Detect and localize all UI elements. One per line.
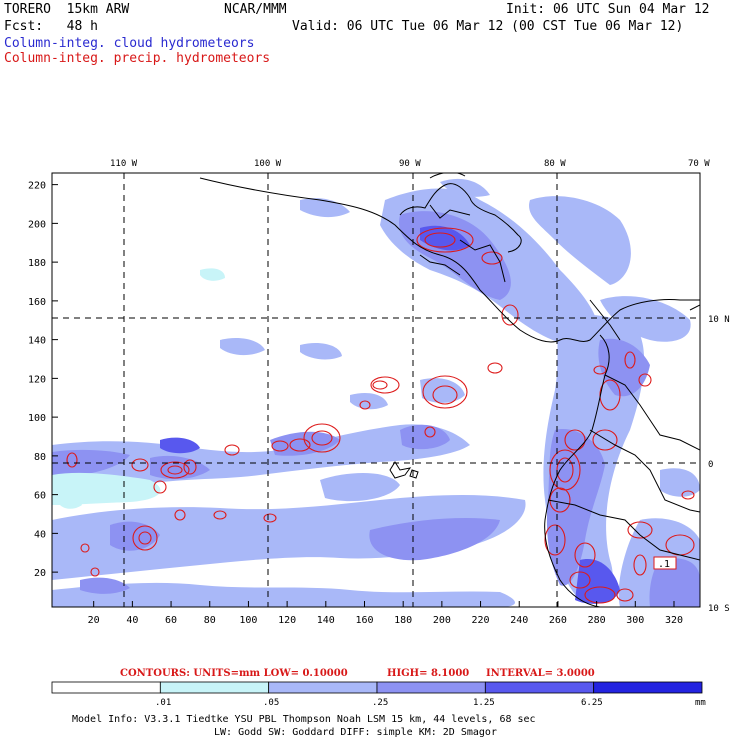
lat-label: 0 bbox=[708, 460, 713, 470]
y-tick-label: 200 bbox=[28, 219, 46, 230]
colorbar-swatch bbox=[376, 681, 486, 694]
lon-label: 90 W bbox=[399, 159, 421, 169]
model-info-line1: Model Info: V3.3.1 Tiedtke YSU PBL Thomp… bbox=[72, 714, 536, 725]
lon-label: 110 W bbox=[110, 159, 138, 169]
lat-label: 10 S bbox=[708, 604, 730, 614]
precip-contours bbox=[66, 227, 695, 604]
organization: NCAR/MMM bbox=[224, 2, 287, 17]
x-tick-label: 120 bbox=[278, 615, 296, 626]
lon-label: 70 W bbox=[688, 159, 710, 169]
colorbar-level: .05 bbox=[263, 698, 279, 708]
colorbar-level: 6.25 bbox=[581, 698, 603, 708]
lon-label: 80 W bbox=[544, 159, 566, 169]
y-tick-label: 120 bbox=[28, 374, 46, 385]
valid-time: Valid: 06 UTC Tue 06 Mar 12 (00 CST Tue … bbox=[292, 19, 684, 34]
y-tick-label: 180 bbox=[28, 258, 46, 269]
contour-interval: INTERVAL= 3.0000 bbox=[486, 668, 595, 679]
x-tick-label: 60 bbox=[165, 615, 177, 626]
x-tick-label: 320 bbox=[665, 615, 683, 626]
x-tick-label: 20 bbox=[88, 615, 100, 626]
colorbar-labels: .01 .05 .25 1.25 6.25 mm bbox=[155, 698, 706, 708]
lon-label: 100 W bbox=[254, 159, 282, 169]
x-tick-label: 180 bbox=[394, 615, 412, 626]
colorbar-level: 1.25 bbox=[473, 698, 495, 708]
contour-label: .1 bbox=[658, 559, 670, 570]
model-info-line2: LW: Godd SW: Goddard DIFF: simple KM: 2D… bbox=[214, 727, 497, 738]
x-tick-label: 160 bbox=[355, 615, 373, 626]
contour-label-box bbox=[653, 556, 677, 570]
x-tick-label: 140 bbox=[317, 615, 335, 626]
y-tick-label: 140 bbox=[28, 336, 46, 347]
x-tick-label: 220 bbox=[472, 615, 490, 626]
colorbar-swatch bbox=[268, 681, 378, 694]
colorbar-swatch bbox=[593, 681, 703, 694]
colorbar-swatch bbox=[159, 681, 270, 694]
colorbar-swatch bbox=[484, 681, 595, 694]
y-tick-label: 80 bbox=[34, 452, 46, 463]
contour-units: CONTOURS: UNITS=mm LOW= 0.10000 bbox=[120, 668, 348, 679]
colorbar-level: .25 bbox=[372, 698, 388, 708]
coastlines bbox=[199, 173, 700, 607]
y-tick-label: 40 bbox=[34, 529, 46, 540]
init-time: Init: 06 UTC Sun 04 Mar 12 bbox=[506, 2, 710, 17]
contour-high: HIGH= 8.1000 bbox=[387, 668, 469, 679]
graticule bbox=[52, 173, 700, 607]
x-tick-label: 280 bbox=[588, 615, 606, 626]
x-tick-label: 200 bbox=[433, 615, 451, 626]
model-info: Model Info: V3.3.1 Tiedtke YSU PBL Thomp… bbox=[72, 714, 536, 738]
x-tick-label: 240 bbox=[510, 615, 528, 626]
y-axis: 20 40 60 80 100 120 140 160 180 200 220 bbox=[28, 181, 58, 579]
x-tick-label: 100 bbox=[239, 615, 257, 626]
y-tick-label: 20 bbox=[34, 568, 46, 579]
latitude-labels: 10 N 0 10 S bbox=[708, 315, 730, 614]
colorbar bbox=[51, 681, 703, 694]
contour-info: CONTOURS: UNITS=mm LOW= 0.10000 HIGH= 8.… bbox=[120, 668, 595, 679]
x-tick-label: 300 bbox=[626, 615, 644, 626]
y-tick-label: 220 bbox=[28, 181, 46, 192]
y-tick-label: 60 bbox=[34, 491, 46, 502]
lat-label: 10 N bbox=[708, 315, 730, 325]
x-tick-label: 260 bbox=[549, 615, 567, 626]
colorbar-unit: mm bbox=[695, 698, 706, 708]
x-axis: 20 40 60 80 100 120 140 160 180 200 220 240 260 280 30… bbox=[88, 601, 683, 626]
forecast-hour: Fcst: 48 h bbox=[4, 19, 98, 34]
cloud-legend-label: Column-integ. cloud hydrometeors bbox=[4, 36, 255, 51]
longitude-labels: 110 W 100 W 90 W 80 W 70 W bbox=[110, 159, 710, 169]
y-tick-label: 160 bbox=[28, 297, 46, 308]
colorbar-swatch bbox=[51, 681, 161, 694]
y-tick-label: 100 bbox=[28, 413, 46, 424]
precip-legend-label: Column-integ. precip. hydrometeors bbox=[4, 51, 271, 66]
model-title: TORERO 15km ARW bbox=[4, 2, 130, 17]
x-tick-label: 80 bbox=[204, 615, 216, 626]
map-frame bbox=[51, 172, 701, 608]
colorbar-level: .01 bbox=[155, 698, 171, 708]
x-tick-label: 40 bbox=[126, 615, 138, 626]
